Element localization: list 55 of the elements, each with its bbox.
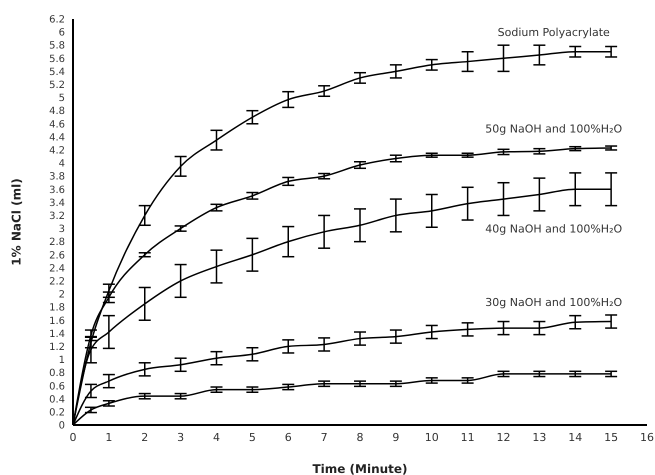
series-label: 40g NaOH and 100%H₂O [485,222,622,236]
y-tick-label: 5.2 [49,80,65,92]
x-tick-label: 8 [356,430,364,444]
y-tick-label: 4.4 [49,132,65,144]
y-tick-label: 2 [58,290,65,301]
x-tick-label: 13 [532,430,546,444]
y-tick-label: 1.4 [49,328,65,340]
y-tick-label: 3 [58,224,65,236]
x-tick-label: 14 [568,430,582,444]
x-tick-label: 16 [640,430,654,444]
x-tick-label: 15 [604,430,618,444]
y-tick-label: 5 [58,93,65,104]
y-tick-label: 0.4 [49,394,65,406]
x-tick-label: 4 [213,430,220,444]
y-tick-label: 2.6 [49,250,65,262]
y-tick-label: 3.4 [49,198,65,209]
y-tick-label: 4.2 [49,146,65,157]
x-tick-label: 10 [424,430,439,444]
y-tick-label: 1.8 [49,302,65,314]
x-tick-label: 5 [248,430,256,444]
y-tick-label: 0.8 [49,368,65,380]
x-tick-label: 12 [496,430,510,444]
y-tick-label: 0.2 [49,407,65,418]
y-tick-label: 5.4 [49,66,65,78]
y-tick-label: 2.2 [49,276,65,288]
y-tick-label: 3.6 [49,184,65,196]
y-tick-label: 6 [58,28,65,39]
x-tick-label: 0 [70,430,76,444]
x-tick-label: 3 [177,430,184,444]
y-tick-label: 2.8 [49,237,65,248]
y-tick-label: 6.2 [49,14,65,26]
y-tick-label: 3.2 [49,211,65,222]
y-tick-label: 5.8 [49,40,65,52]
y-tick-label: 4.8 [49,106,65,118]
series-label: Sodium Polyacrylate [498,26,610,39]
y-tick-label: 2.4 [49,263,65,274]
y-tick-label: 1.2 [49,342,65,353]
x-tick-label: 1 [105,430,112,444]
y-tick-label: 1.6 [49,316,65,327]
x-tick-label: 6 [284,430,292,444]
x-tick-label: 9 [392,430,400,444]
y-axis-title: 1% NaCl (ml) [9,178,24,266]
y-tick-label: 0.6 [49,381,65,392]
series-label: 30g NaOH and 100%H₂O [485,296,622,309]
y-tick-label: 4 [58,158,65,170]
y-tick-label: 0 [58,420,65,432]
y-tick-label: 3.8 [49,172,65,183]
y-tick-label: 4.6 [49,119,65,130]
series-label: 50g NaOH and 100%H₂O [485,122,622,136]
x-tick-label: 11 [460,430,475,444]
x-tick-label: 2 [141,430,148,444]
y-tick-label: 5.6 [49,54,65,65]
x-tick-label: 7 [320,430,328,444]
y-tick-label: 1 [58,355,65,366]
x-axis-title: Time (Minute) [312,462,408,475]
